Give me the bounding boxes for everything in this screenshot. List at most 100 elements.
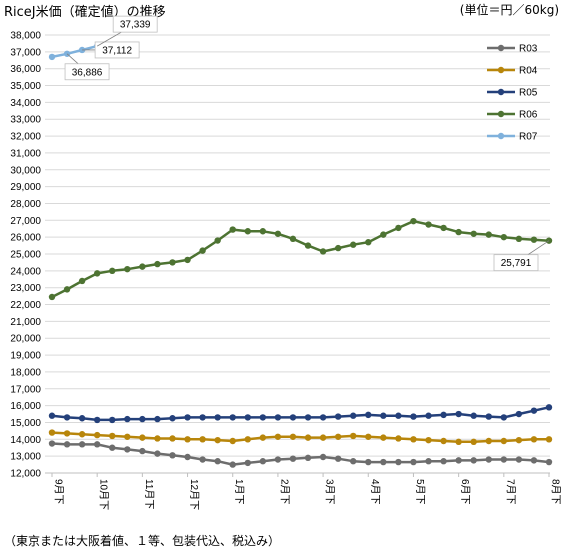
data-point-r03: [380, 458, 387, 466]
x-tick-label: 11月下: [143, 479, 155, 509]
data-point-r06: [485, 231, 492, 238]
data-point-r03: [289, 455, 297, 462]
data-point-r04: [530, 436, 538, 443]
data-point-r04: [319, 434, 327, 441]
x-tick-label: 12月下: [188, 479, 200, 510]
y-tick-label: 16,000: [10, 401, 41, 412]
callout-label: 37,112: [102, 45, 132, 56]
data-point-r04: [334, 433, 342, 440]
data-point-r03: [229, 461, 236, 468]
legend: R03 R04 R05 R06 R07: [487, 44, 538, 143]
y-tick-label: 13,000: [10, 452, 41, 463]
series-line-r05: [51, 406, 550, 422]
data-point-r05: [455, 410, 462, 418]
data-point-r04: [304, 434, 312, 441]
data-point-r05: [154, 415, 161, 423]
y-tick-label: 22,000: [10, 300, 41, 311]
data-point-r05: [365, 411, 372, 419]
data-point-r03: [440, 458, 447, 465]
data-point-r04: [244, 436, 251, 443]
data-point-r03: [154, 450, 161, 457]
data-point-r05: [410, 413, 417, 420]
data-point-r06: [319, 248, 327, 255]
data-point-r05: [244, 414, 251, 421]
y-tick-label: 15,000: [10, 418, 41, 429]
x-tick-label: 9月下: [53, 479, 65, 505]
data-point-r04: [515, 436, 523, 444]
data-point-r04: [455, 438, 462, 446]
y-tick-label: 27,000: [10, 216, 41, 227]
data-point-r05: [93, 416, 101, 424]
callout-label: 36,886: [72, 67, 103, 78]
data-point-r04: [410, 436, 417, 443]
data-point-r03: [244, 459, 251, 467]
data-point-r06: [63, 286, 71, 293]
data-point-r05: [259, 414, 267, 421]
data-point-r04: [274, 433, 282, 440]
data-point-r07: [48, 53, 56, 61]
data-point-r05: [289, 414, 297, 421]
y-tick-label: 34,000: [10, 98, 41, 109]
data-point-r06: [78, 277, 86, 285]
data-point-r04: [48, 429, 56, 436]
data-point-r04: [470, 438, 477, 446]
y-tick-label: 26,000: [10, 233, 41, 244]
data-point-r04: [93, 431, 101, 439]
data-point-r04: [124, 433, 131, 440]
unit-label: (単位＝円／60kg): [459, 3, 559, 17]
gridlines: [45, 34, 550, 474]
data-point-r06: [289, 235, 297, 243]
legend-marker: [497, 66, 505, 74]
data-point-r03: [455, 457, 462, 464]
data-point-r06: [139, 263, 146, 270]
y-tick-label: 37,000: [10, 47, 41, 58]
callout-box: [64, 63, 110, 81]
data-point-r04: [350, 432, 357, 440]
data-point-r03: [63, 441, 71, 448]
data-point-r05: [274, 414, 282, 421]
callout-box: [112, 15, 158, 33]
data-point-r04: [545, 436, 553, 443]
data-point-r05: [184, 414, 191, 421]
x-tick-label: 3月下: [324, 479, 336, 505]
data-point-r06: [410, 217, 417, 225]
data-point-r06: [500, 233, 508, 241]
y-tick-label: 32,000: [10, 132, 41, 143]
legend-label: R04: [519, 66, 538, 77]
data-point-r06: [440, 224, 447, 232]
data-point-r04: [425, 436, 432, 444]
data-point-r03: [350, 458, 357, 465]
legend-label: R06: [519, 110, 538, 121]
x-tick-label: 1月下: [233, 479, 245, 505]
data-point-r06: [365, 239, 372, 246]
y-tick-label: 29,000: [10, 182, 41, 193]
data-point-r06: [214, 237, 221, 244]
y-tick-label: 21,000: [10, 317, 41, 328]
y-tick-label: 30,000: [10, 165, 41, 176]
data-point-r05: [139, 415, 146, 423]
x-tick-label: 7月下: [504, 479, 516, 505]
data-point-r04: [78, 431, 86, 438]
data-point-r06: [259, 228, 267, 235]
data-point-r06: [334, 244, 342, 252]
x-axis-ticks: 9月下 10月下 11月下 12月下 1月下 2月下 3月下 4月下 5月下 6月下 7月下 8月下: [51, 473, 562, 510]
data-point-r06: [515, 235, 523, 243]
data-point-r05: [425, 412, 432, 419]
data-point-r05: [229, 414, 236, 421]
data-point-r03: [470, 457, 477, 464]
legend-label: R07: [519, 132, 538, 143]
legend-marker: [497, 132, 505, 140]
data-point-r05: [440, 411, 447, 419]
y-tick-label: 35,000: [10, 81, 41, 92]
y-tick-label: 36,000: [10, 64, 41, 75]
data-point-r05: [109, 416, 116, 424]
data-point-r05: [485, 413, 492, 420]
footnote: （東京または大阪着値、１等、包装代込、税込み）: [4, 534, 281, 548]
data-point-r03: [214, 458, 221, 465]
data-point-r04: [214, 436, 221, 444]
x-tick-label: 2月下: [278, 479, 290, 505]
data-point-r03: [259, 458, 267, 465]
data-point-r05: [530, 407, 538, 414]
data-point-r03: [139, 447, 146, 455]
series-line-r04: [51, 431, 549, 444]
